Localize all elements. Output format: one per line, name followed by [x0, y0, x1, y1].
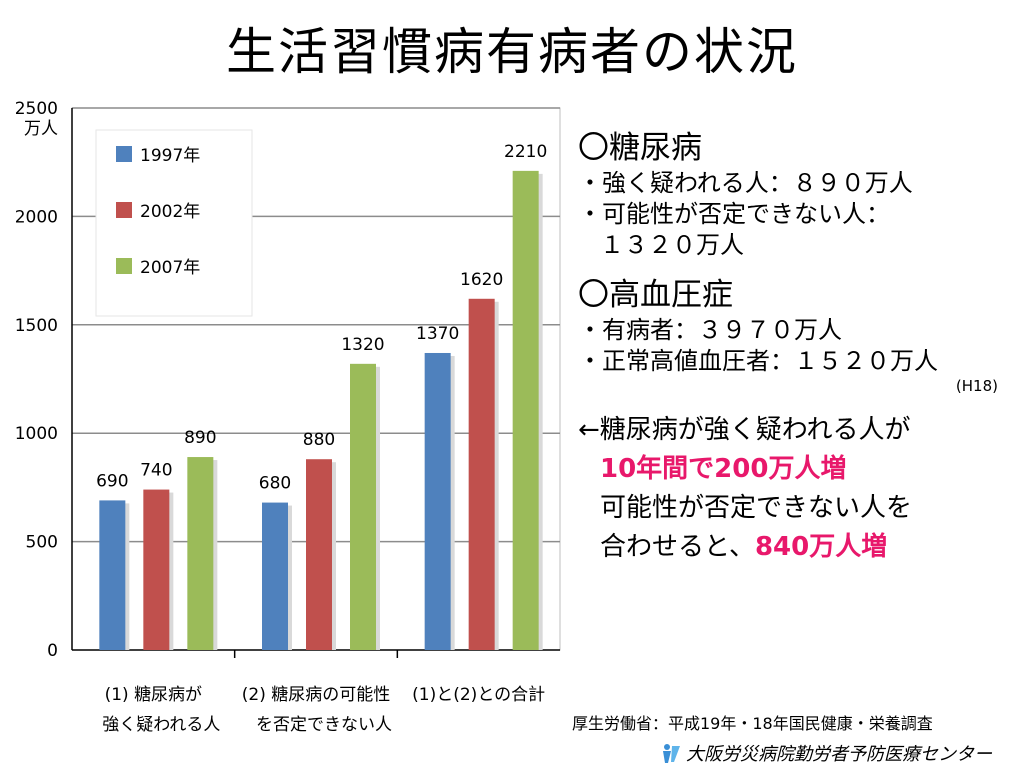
data-label: 1320 [341, 335, 384, 355]
bar [187, 457, 214, 650]
category-label: (1)と(2)との合計 [412, 685, 545, 705]
source-citation: 厚生労働省：平成19年・18年国民健康・栄養調査 [572, 714, 933, 733]
data-label: 690 [96, 471, 128, 491]
summary-highlight-2: 840万人増 [754, 532, 888, 562]
person-logo-icon [663, 744, 680, 763]
y-tick-label: 2000 [15, 207, 58, 227]
bar [306, 459, 332, 650]
hypertension-heading: 〇高血圧症 [578, 277, 733, 313]
year-note: (H18) [955, 377, 998, 395]
y-tick-label: 0 [47, 641, 58, 661]
diabetes-heading: 〇糖尿病 [578, 130, 702, 166]
summary-line-2: 可能性が否定できない人を [600, 493, 913, 523]
diabetes-possible-value: １３２０万人 [600, 231, 744, 259]
category-label: (1) 糖尿病が [105, 685, 202, 705]
bar [262, 502, 288, 650]
legend-label: 1997年 [140, 146, 200, 166]
summary-prefix: 合わせると、 [600, 532, 755, 562]
category-label: を否定できない人 [256, 715, 392, 735]
bar [468, 298, 495, 650]
y-tick-label: 1000 [15, 424, 58, 444]
summary-line-3: 合わせると、840万人増 [578, 528, 1018, 567]
diabetes-strong-line: ・強く疑われる人：８９０万人 [578, 169, 913, 197]
bar [143, 489, 170, 650]
legend-swatch [116, 202, 132, 218]
data-label: 1620 [460, 270, 503, 290]
bar [424, 352, 451, 650]
hypertension-high-normal-line: ・正常高値血圧者：１５２０万人 [578, 347, 938, 375]
category-label: (2) 糖尿病の可能性 [242, 685, 390, 705]
data-label: 880 [303, 430, 335, 450]
y-tick-label: 2500 [15, 99, 58, 119]
legend-label: 2002年 [140, 202, 200, 222]
organization-name: 大阪労災病院勤労者予防医療センター [686, 744, 992, 765]
summary-line-1: ←糖尿病が強く疑われる人が [578, 415, 911, 445]
hypertension-patients-line: ・有病者：３９７０万人 [578, 316, 842, 344]
legend-swatch [116, 258, 132, 274]
y-tick-label: 1500 [15, 316, 58, 336]
legend-swatch [116, 146, 132, 162]
bar [350, 363, 376, 650]
summary-highlight-1: 10年間で200万人増 [600, 454, 847, 484]
page-title: 生活習慣病有病者の状況 [226, 23, 798, 81]
data-label: 1370 [416, 324, 459, 344]
footer: 大阪労災病院勤労者予防医療センター [660, 740, 992, 766]
diabetes-possible-line: ・可能性が否定できない人： [578, 200, 890, 228]
legend-label: 2007年 [140, 258, 200, 278]
bar [512, 170, 539, 650]
bar [99, 500, 126, 650]
y-tick-label: 500 [26, 533, 58, 553]
data-label: 890 [184, 428, 216, 448]
data-label: 680 [259, 474, 291, 494]
data-label: 740 [140, 461, 172, 481]
category-label: 強く疑われる人 [102, 715, 220, 735]
summary-panel: 〇糖尿病 ・強く疑われる人：８９０万人 ・可能性が否定できない人： １３２０万人… [578, 128, 1018, 567]
data-label: 2210 [504, 142, 547, 162]
y-axis-unit: 万人 [24, 119, 58, 139]
